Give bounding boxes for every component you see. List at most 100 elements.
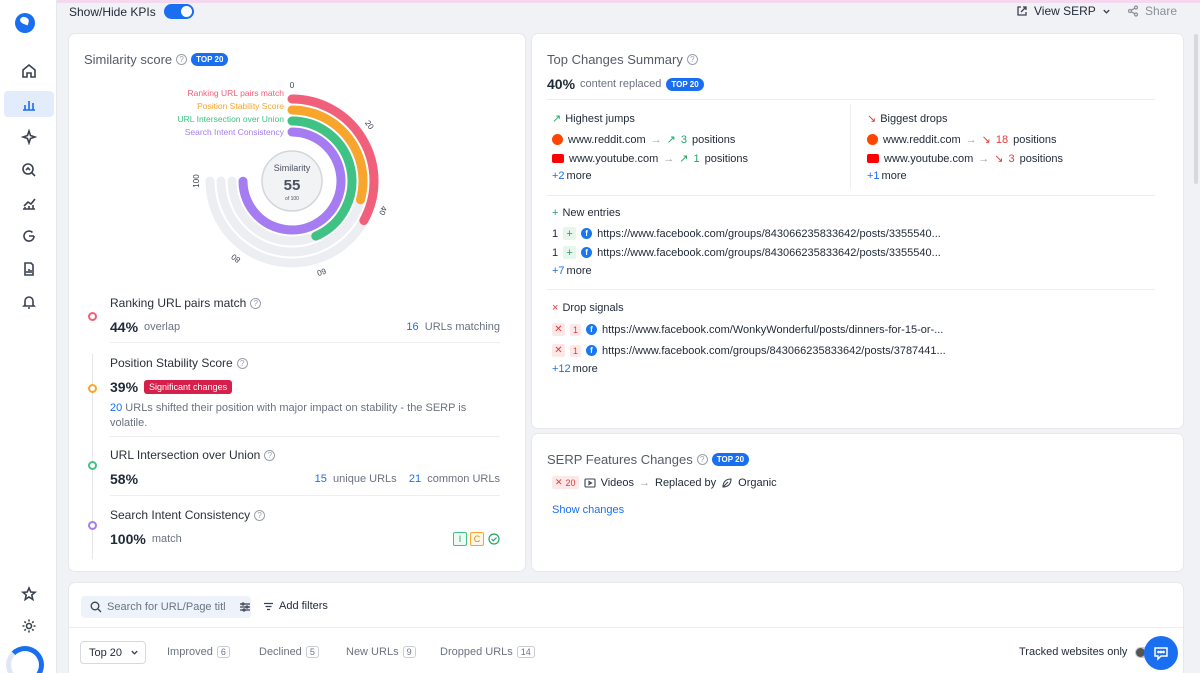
serp-features-title-row: SERP Features Changes ? TOP 20: [547, 452, 750, 467]
page-scrollbar[interactable]: [1194, 34, 1198, 184]
similarity-center: [261, 150, 323, 212]
sidebar: [0, 0, 57, 673]
help-icon[interactable]: ?: [250, 297, 262, 309]
bell-icon[interactable]: [4, 289, 54, 315]
tracked-websites-toggle-row: Tracked websites only: [1019, 646, 1158, 658]
check-circle-icon: [488, 533, 500, 545]
plus-icon: +: [563, 246, 577, 259]
tab-label: New URLs: [346, 646, 399, 658]
entries-more-link[interactable]: +7 more: [552, 265, 592, 277]
radial-bar-1[interactable]: [287, 94, 379, 225]
intent-i-badge: I: [453, 532, 467, 546]
close-icon: ✕: [552, 323, 565, 336]
tab-improved[interactable]: Improved 6: [167, 646, 230, 658]
search-icon: [90, 601, 102, 613]
view-serp-button[interactable]: View SERP: [1016, 4, 1111, 18]
legend-label: Ranking URL pairs match: [187, 88, 284, 98]
radial-bar-4[interactable]: [238, 127, 346, 235]
signals-more-link[interactable]: +12 more: [552, 363, 598, 375]
serp-features-card: SERP Features Changes ? TOP 20 ✕ 20 Vide…: [532, 434, 1183, 571]
jump-num: 1: [693, 152, 700, 165]
drop-site[interactable]: www.reddit.com: [883, 133, 961, 146]
external-link-icon: [1017, 6, 1027, 16]
iou-unique-num[interactable]: 15: [314, 473, 327, 485]
center-sub: of 100: [285, 196, 299, 202]
tick-label: 0: [290, 81, 295, 90]
drop-signals-label: Drop signals: [562, 302, 624, 314]
video-icon: [584, 477, 596, 488]
stability-desc-text: URLs shifted their position with major i…: [110, 402, 467, 429]
tab-new-urls[interactable]: New URLs 9: [346, 646, 416, 658]
sliders-icon[interactable]: [239, 601, 251, 613]
help-icon[interactable]: ?: [264, 449, 276, 461]
gear-icon[interactable]: [4, 613, 54, 639]
radial-bar-2[interactable]: [287, 105, 368, 205]
top20-badge: TOP 20: [666, 77, 704, 91]
share-button[interactable]: Share: [1127, 4, 1177, 18]
jump-row: www.reddit.com → ↗ 3 positions: [552, 133, 735, 146]
report-icon[interactable]: [4, 256, 54, 282]
help-icon[interactable]: ?: [236, 357, 248, 369]
search-input[interactable]: Search for URL/Page titl: [81, 596, 251, 618]
sparkle-icon[interactable]: [4, 124, 54, 150]
reddit-icon: [552, 134, 563, 145]
feature-lost-badge: ✕ 20: [552, 476, 579, 489]
jump-num: 3: [680, 133, 687, 146]
signals-more-text: more: [572, 363, 598, 375]
entry-url[interactable]: https://www.facebook.com/groups/84306623…: [597, 227, 941, 240]
tab-label: Dropped URLs: [440, 646, 513, 658]
intent-value: 100%: [110, 531, 146, 547]
kpi-toggle-switch[interactable]: [163, 4, 194, 19]
center-label: Similarity: [274, 163, 311, 173]
signal-url[interactable]: https://www.facebook.com/WonkyWonderful/…: [602, 323, 944, 336]
iou-right: 15 unique URLs 21 common URLs: [315, 473, 500, 485]
replaced-by-label: Replaced by: [655, 476, 717, 489]
help-icon[interactable]: ?: [686, 54, 698, 65]
drops-more-link[interactable]: +1 more: [867, 170, 907, 182]
add-filters-button[interactable]: Add filters: [263, 600, 328, 612]
help-icon[interactable]: ?: [696, 454, 708, 465]
drop-site[interactable]: www.youtube.com: [884, 152, 974, 165]
show-changes-link[interactable]: Show changes: [552, 504, 625, 516]
biggest-drops-label: Biggest drops: [880, 112, 948, 125]
help-icon[interactable]: ?: [254, 509, 266, 521]
home-icon[interactable]: [4, 58, 54, 84]
tab-dropped-urls[interactable]: Dropped URLs 14: [440, 646, 535, 658]
ranking-value: 44%: [110, 319, 139, 335]
bar-chart-icon[interactable]: [4, 91, 54, 117]
google-icon[interactable]: [4, 223, 54, 249]
trend-chart-icon[interactable]: [4, 190, 54, 216]
intent-label: Search Intent Consistency: [110, 508, 251, 522]
chat-support-button[interactable]: [1144, 636, 1178, 670]
arrow-right-icon: →: [978, 152, 990, 165]
ranking-right-num[interactable]: 16: [406, 321, 419, 333]
usage-progress-ring[interactable]: [6, 646, 44, 673]
signal-url[interactable]: https://www.facebook.com/groups/84306623…: [602, 344, 946, 357]
facebook-icon: f: [581, 247, 593, 258]
drop-num: 3: [1008, 152, 1015, 165]
star-icon[interactable]: [4, 581, 54, 607]
tracked-label: Tracked websites only: [1019, 646, 1128, 658]
tab-declined[interactable]: Declined 5: [259, 646, 319, 658]
iou-common-num[interactable]: 21: [408, 473, 422, 485]
stability-desc-num[interactable]: 20: [110, 402, 123, 414]
search-analytics-icon[interactable]: [4, 157, 54, 183]
top20-badge: TOP 20: [711, 453, 750, 466]
jump-site[interactable]: www.reddit.com: [568, 133, 646, 146]
jump-site[interactable]: www.youtube.com: [569, 152, 659, 165]
jumps-more-link[interactable]: +2 more: [552, 170, 592, 182]
reddit-icon: [867, 134, 878, 145]
biggest-drops-title: ↘ Biggest drops: [867, 112, 948, 126]
drop-row: www.reddit.com → ↘ 18 positions: [867, 133, 1057, 146]
share-label: Share: [1145, 4, 1178, 18]
chat-icon: [1154, 647, 1168, 661]
plus-icon: +: [563, 227, 577, 240]
help-icon[interactable]: ?: [176, 54, 188, 65]
top-n-select[interactable]: Top 20: [80, 641, 146, 664]
app-logo[interactable]: [15, 13, 35, 33]
signal-rank: 1: [570, 344, 582, 357]
radial-bar-3[interactable]: [287, 116, 357, 241]
entry-url[interactable]: https://www.facebook.com/groups/84306623…: [597, 246, 941, 259]
serp-feature-row: ✕ 20 Videos → Replaced by Organic: [552, 476, 777, 489]
youtube-icon: [867, 154, 879, 163]
